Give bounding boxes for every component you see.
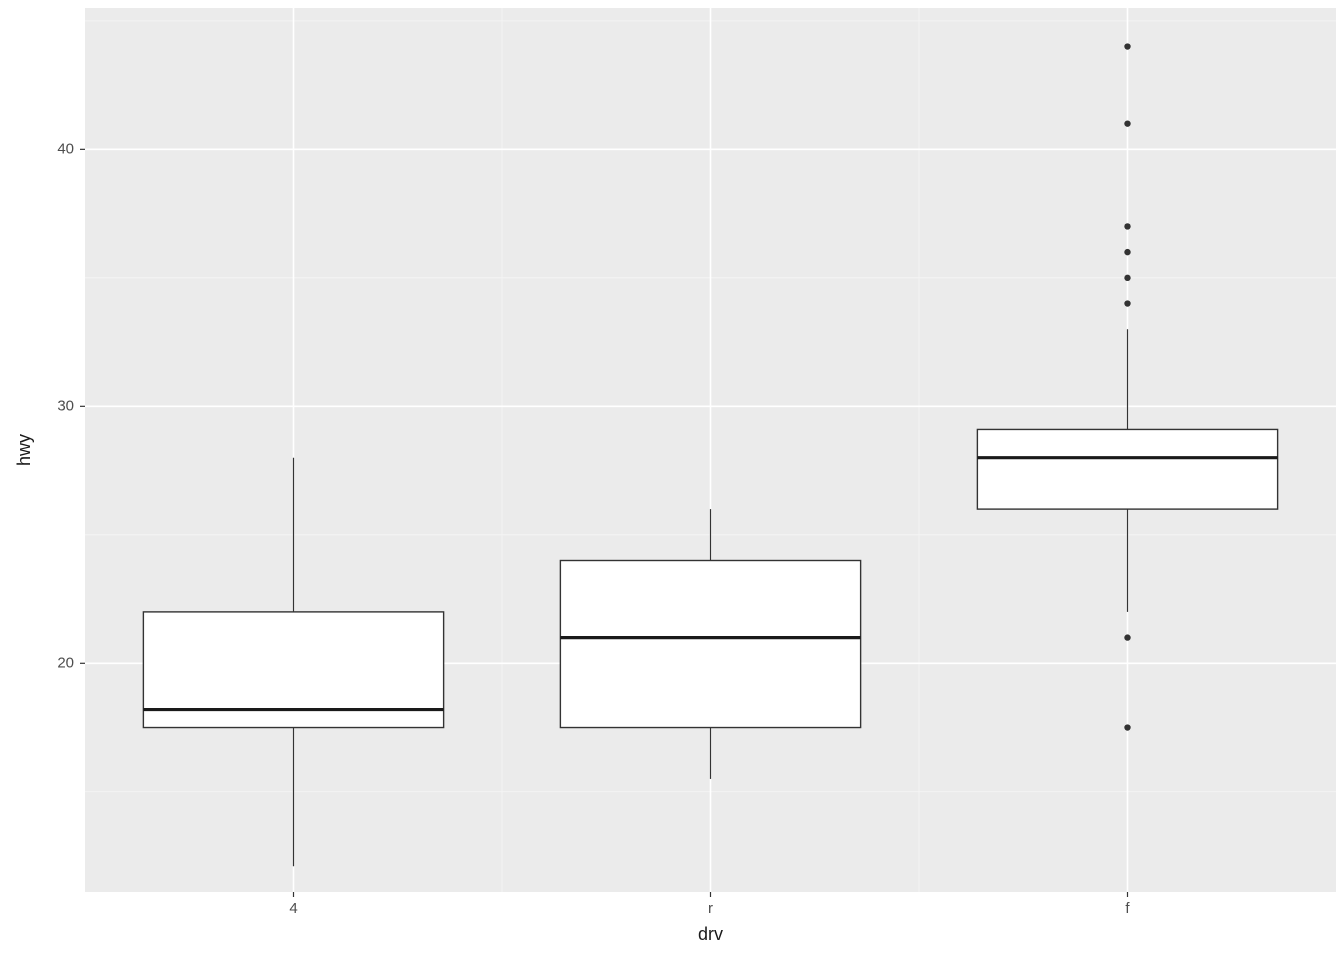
x-tick-label: 4 bbox=[289, 900, 297, 917]
outlier-point bbox=[1124, 120, 1130, 126]
outlier-point bbox=[1124, 43, 1130, 49]
outlier-point bbox=[1124, 634, 1130, 640]
y-tick-label: 30 bbox=[57, 397, 74, 414]
outlier-point bbox=[1124, 249, 1130, 255]
boxplot-chart: 20 30 40 4 r f hwy drv bbox=[0, 0, 1344, 960]
outlier-point bbox=[1124, 223, 1130, 229]
x-axis-title: drv bbox=[698, 924, 723, 944]
x-tick-label: f bbox=[1125, 900, 1130, 917]
box-rect bbox=[977, 429, 1277, 509]
outlier-point bbox=[1124, 275, 1130, 281]
y-tick-label: 20 bbox=[57, 654, 74, 671]
x-tick-label: r bbox=[708, 900, 713, 917]
outlier-point bbox=[1124, 724, 1130, 730]
chart-svg: 20 30 40 4 r f hwy drv bbox=[0, 0, 1344, 960]
y-tick-label: 40 bbox=[57, 140, 74, 157]
box-rect bbox=[560, 561, 860, 728]
y-axis-title: hwy bbox=[14, 434, 34, 466]
outlier-point bbox=[1124, 300, 1130, 306]
